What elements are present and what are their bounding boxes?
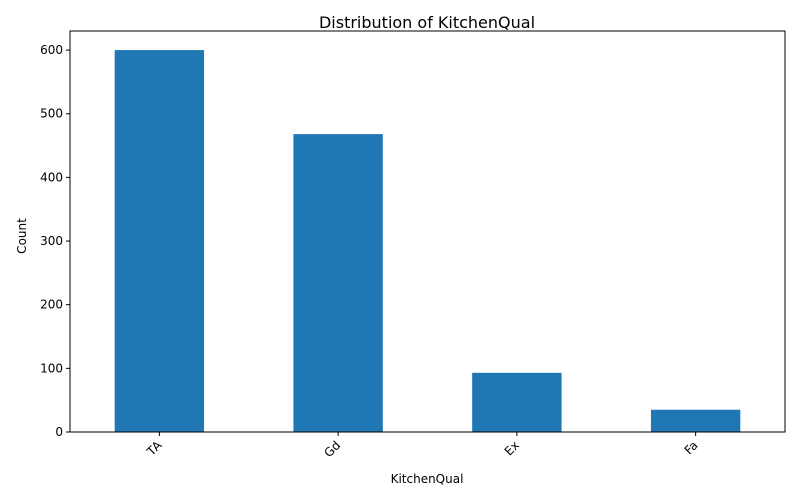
bars-group bbox=[114, 50, 741, 432]
bar-fa bbox=[650, 409, 741, 432]
bar-gd bbox=[293, 134, 383, 432]
bar-ta bbox=[114, 50, 205, 432]
x-tick-label-ta: TA bbox=[144, 438, 165, 459]
bar-ex bbox=[472, 372, 562, 432]
plot-frame bbox=[69, 30, 786, 433]
y-tick-label: 200 bbox=[40, 298, 63, 312]
y-tick-label: 100 bbox=[40, 361, 63, 375]
y-axis-label: Count bbox=[15, 218, 29, 254]
x-axis: TA Gd Ex Fa bbox=[144, 432, 701, 460]
y-tick-label: 600 bbox=[40, 43, 63, 57]
x-tick-label-ex: Ex bbox=[502, 438, 522, 458]
x-tick-label-gd: Gd bbox=[321, 438, 343, 460]
x-axis-label: KitchenQual bbox=[391, 472, 464, 486]
y-tick-label: 400 bbox=[40, 170, 63, 184]
y-tick-label: 300 bbox=[40, 234, 63, 248]
y-tick-label: 500 bbox=[40, 107, 63, 121]
y-tick-label: 0 bbox=[55, 425, 63, 439]
y-axis: 0 100 200 300 400 500 600 bbox=[40, 43, 70, 439]
x-tick-label-fa: Fa bbox=[682, 438, 701, 457]
chart-title: Distribution of KitchenQual bbox=[319, 13, 535, 32]
